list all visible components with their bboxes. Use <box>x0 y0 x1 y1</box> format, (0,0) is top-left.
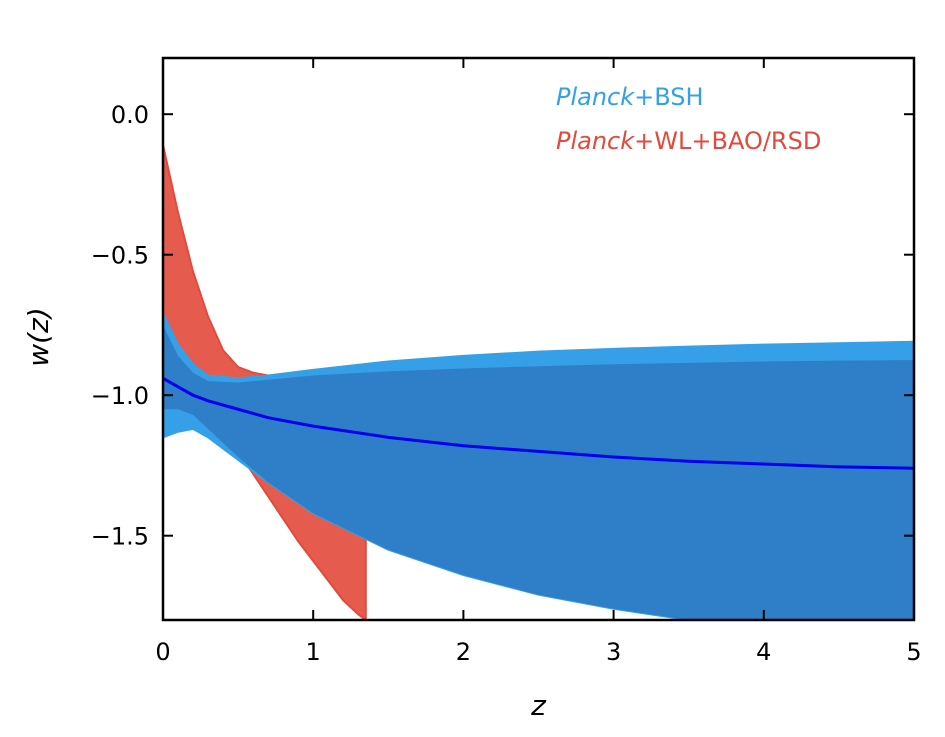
x-tick-label: 1 <box>306 638 321 666</box>
legend-entry-planck-bsh: Planck+BSH <box>556 83 704 111</box>
x-tick-label: 0 <box>155 638 170 666</box>
mean-line <box>163 377 914 470</box>
axis-ticks: 0 1 2 3 4 5 0.0 −0.5 −1.0 −1.5 <box>91 58 922 666</box>
data-lines <box>163 377 914 470</box>
y-tick-label: −1.0 <box>91 382 149 410</box>
legend-entry-planck-bsh-italic: Planck <box>556 83 635 111</box>
x-tick-label: 3 <box>606 638 621 666</box>
x-tick-label: 5 <box>906 638 921 666</box>
legend-entry-planck-bsh-rest: +BSH <box>634 83 703 111</box>
plot-frame <box>161 56 916 622</box>
legend-entry-planck-wl-rest: +WL+BAO/RSD <box>634 127 821 155</box>
legend-entry-planck-wl-bao-rsd: Planck+WL+BAO/RSD <box>556 127 821 155</box>
y-tick-label: 0.0 <box>111 101 149 129</box>
x-tick-label: 4 <box>756 638 771 666</box>
y-tick-label: −1.5 <box>91 523 149 551</box>
x-tick-label: 2 <box>456 638 471 666</box>
y-tick-label: −0.5 <box>91 242 149 270</box>
legend-entry-planck-wl-italic: Planck <box>556 127 635 155</box>
band-planck-bsh-inner <box>163 324 914 620</box>
x-axis-label: z <box>530 689 547 722</box>
data-bands <box>163 144 914 620</box>
legend: Planck+BSH Planck+WL+BAO/RSD <box>556 83 821 155</box>
y-axis-label: w(z) <box>22 307 55 366</box>
